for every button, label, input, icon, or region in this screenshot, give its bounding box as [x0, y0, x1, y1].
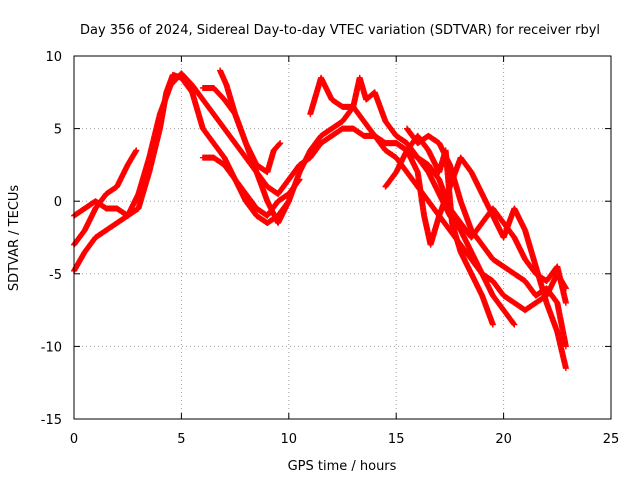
- data-point: [562, 299, 569, 306]
- y-tick-label: 5: [54, 123, 62, 138]
- chart-title: Day 356 of 2024, Sidereal Day-to-day VTE…: [80, 23, 600, 38]
- ticks-layer: [73, 55, 612, 420]
- y-tick-label: 10: [45, 50, 62, 65]
- data-points-layer: [71, 67, 569, 372]
- series-track-6: [217, 67, 292, 226]
- data-point: [296, 176, 303, 183]
- y-tick-label: -15: [41, 413, 62, 428]
- x-axis-label: GPS time / hours: [288, 459, 397, 474]
- x-tick-label: 5: [177, 432, 185, 447]
- x-tick-label: 0: [70, 432, 78, 447]
- series-track-9: [393, 140, 569, 372]
- y-tick-label: -5: [49, 268, 62, 283]
- x-tick-label: 15: [388, 432, 405, 447]
- x-tick-label: 25: [603, 432, 620, 447]
- data-point: [277, 140, 284, 147]
- y-axis-label: SDTVAR / TECUs: [7, 185, 22, 292]
- data-point: [133, 147, 140, 154]
- series-track-2: [71, 71, 569, 314]
- plot-frame: [73, 55, 612, 420]
- x-tick-label: 10: [281, 432, 298, 447]
- y-tick-label: -10: [41, 340, 62, 355]
- series-track-1: [71, 147, 140, 248]
- grid-layer: [74, 56, 611, 419]
- y-tick-label: 0: [54, 195, 62, 210]
- x-tick-label: 20: [495, 432, 512, 447]
- data-point: [285, 198, 292, 205]
